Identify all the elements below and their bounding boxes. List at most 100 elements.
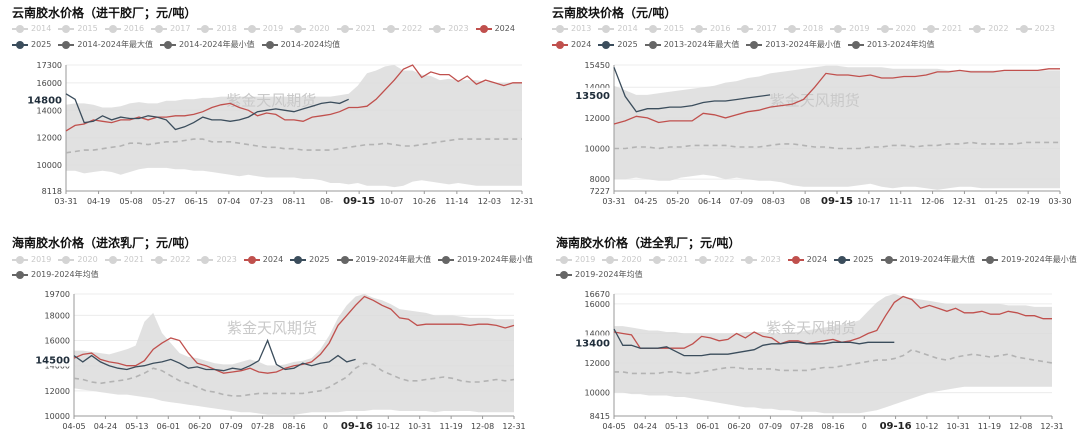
legend-label: 2022 — [714, 255, 735, 264]
y-tick-label: 17300 — [37, 61, 62, 70]
legend-item[interactable]: 2019-2024年最小值 — [438, 254, 533, 265]
legend-item[interactable]: 2014-2024年最小值 — [159, 39, 255, 50]
legend-row: 2019-2024年均值 — [556, 269, 1080, 284]
legend-item[interactable]: 2022 — [151, 255, 190, 264]
legend-item[interactable]: 2025 — [12, 40, 51, 49]
current-value-marker: 13500 — [575, 87, 612, 102]
y-tick-label: 16670 — [585, 290, 610, 299]
legend-label: 2014 — [617, 24, 638, 33]
legend-symbol-icon — [746, 40, 763, 49]
legend-item[interactable]: 2020 — [602, 255, 642, 264]
legend-label: 2018 — [802, 24, 824, 33]
legend-label: 2017 — [170, 24, 191, 33]
legend-item[interactable]: 2024 — [243, 255, 283, 264]
legend-label: 2019 — [31, 255, 52, 264]
watermark-text: 紫金天风期货 — [227, 319, 317, 337]
legend-item[interactable]: 2022 — [969, 24, 1009, 33]
legend-item[interactable]: 2023 — [1015, 24, 1055, 33]
legend-symbol-icon — [382, 24, 399, 33]
x-tick-label: 04-24 — [94, 422, 117, 431]
legend-symbol-icon — [876, 24, 893, 33]
legend-item[interactable]: 2025 — [598, 40, 638, 49]
legend-symbol-icon — [691, 24, 708, 33]
series-line-2024 — [613, 68, 1060, 125]
legend-item[interactable]: 2019-2024年均值 — [12, 269, 99, 280]
legend-symbol-icon — [12, 270, 28, 279]
legend-item[interactable]: 2016 — [691, 24, 730, 33]
legend-symbol-icon — [552, 40, 568, 49]
legend-symbol-icon — [982, 255, 999, 264]
legend-item[interactable]: 2019 — [243, 24, 284, 33]
legend-symbol-icon — [58, 24, 75, 33]
legend-item[interactable]: 2021 — [648, 255, 688, 264]
legend-item[interactable]: 2025 — [834, 255, 874, 264]
line-chart: 紫金天风期货10000120001400016000180001970004-0… — [35, 290, 525, 432]
x-tick-label: 09-15 — [343, 196, 375, 207]
legend-item[interactable]: 2013 — [552, 24, 591, 33]
y-tick-label: 10000 — [585, 145, 610, 154]
legend-item[interactable]: 2014-2024均值 — [261, 39, 341, 50]
legend-item[interactable]: 2022 — [382, 24, 422, 33]
legend-item[interactable]: 2023 — [741, 255, 781, 264]
legend-item[interactable]: 2023 — [197, 255, 237, 264]
legend-item[interactable]: 2013-2024年最大值 — [644, 39, 739, 50]
legend-item[interactable]: 2024 — [475, 24, 515, 33]
y-tick-label: 14000 — [585, 83, 610, 92]
legend-item[interactable]: 2013-2024年均值 — [847, 39, 935, 50]
legend-label: 2019-2024年最小值 — [457, 255, 533, 264]
legend-item[interactable]: 2017 — [151, 24, 190, 33]
chart-legend[interactable]: 2019 2020 2021 2022 2023 2024 2025 2019-2024年最大… — [556, 254, 1080, 284]
legend-symbol-icon — [556, 255, 572, 264]
legend-item[interactable]: 2014-2024年最大值 — [58, 39, 153, 50]
legend-item[interactable]: 2014 — [12, 24, 51, 33]
x-tick-label: 01-25 — [985, 197, 1008, 206]
legend-label: 2019 — [262, 24, 284, 33]
chart-panel-hainan-latex-concentrate: 海南胶水价格（进浓乳厂；元/吨） 2019 2020 2021 2022 2023 202… — [12, 234, 533, 434]
legend-item[interactable]: 2017 — [737, 24, 777, 33]
x-tick-label: 10-31 — [408, 422, 431, 431]
y-tick-label: 8118 — [42, 187, 62, 196]
current-value-marker: 14800 — [27, 92, 64, 107]
legend-item[interactable]: 2023 — [429, 24, 469, 33]
chart-legend[interactable]: 2019 2020 2021 2022 2023 2024 2025 2019-2024年最大… — [12, 254, 540, 284]
legend-item[interactable]: 2019 — [12, 255, 51, 264]
legend-item[interactable]: 2022 — [695, 255, 734, 264]
x-tick-label: 12-08 — [471, 422, 494, 431]
legend-symbol-icon — [741, 255, 758, 264]
legend-item[interactable]: 2021 — [336, 24, 376, 33]
legend-item[interactable]: 2020 — [876, 24, 916, 33]
legend-item[interactable]: 2016 — [104, 24, 144, 33]
legend-item[interactable]: 2019 — [556, 255, 595, 264]
legend-item[interactable]: 2019-2024年均值 — [556, 269, 643, 280]
legend-item[interactable]: 2018 — [197, 24, 237, 33]
legend-item[interactable]: 2018 — [783, 24, 824, 33]
legend-item[interactable]: 2019-2024年最大值 — [336, 254, 431, 265]
legend-symbol-icon — [58, 40, 75, 49]
series-line-average — [614, 141, 1060, 150]
chart-legend[interactable]: 2013 2014 2015 2016 2017 2018 2019 2020 2021 2022… — [552, 24, 1062, 54]
legend-item[interactable]: 2015 — [644, 24, 684, 33]
legend-symbol-icon — [261, 40, 278, 49]
legend-item[interactable]: 2025 — [290, 255, 330, 264]
legend-item[interactable]: 2014 — [598, 24, 638, 33]
x-tick-label: 0 — [862, 422, 867, 431]
legend-item[interactable]: 2015 — [58, 24, 98, 33]
legend-item[interactable]: 2019 — [830, 24, 870, 33]
legend-item[interactable]: 2019-2024年最大值 — [880, 254, 975, 265]
chart-legend[interactable]: 2014 2015 2016 2017 2018 2019 2020 2021 2022 2023… — [12, 24, 522, 54]
legend-label: 2014-2024均值 — [280, 40, 341, 49]
legend-item[interactable]: 2013-2024年最小值 — [746, 39, 841, 50]
current-value-label: 14500 — [35, 355, 70, 366]
legend-item[interactable]: 2020 — [58, 255, 98, 264]
legend-item[interactable]: 2021 — [104, 255, 144, 264]
legend-item[interactable]: 2019-2024年最小值 — [982, 254, 1077, 265]
legend-item[interactable]: 2024 — [552, 40, 591, 49]
legend-item[interactable]: 2020 — [290, 24, 330, 33]
legend-symbol-icon — [336, 24, 353, 33]
legend-item[interactable]: 2024 — [787, 255, 827, 264]
x-tick-label: 08- — [320, 197, 333, 206]
legend-symbol-icon — [12, 24, 28, 33]
legend-label: 2019-2024年最小值 — [1001, 255, 1077, 264]
legend-symbol-icon — [552, 24, 568, 33]
legend-item[interactable]: 2021 — [922, 24, 962, 33]
